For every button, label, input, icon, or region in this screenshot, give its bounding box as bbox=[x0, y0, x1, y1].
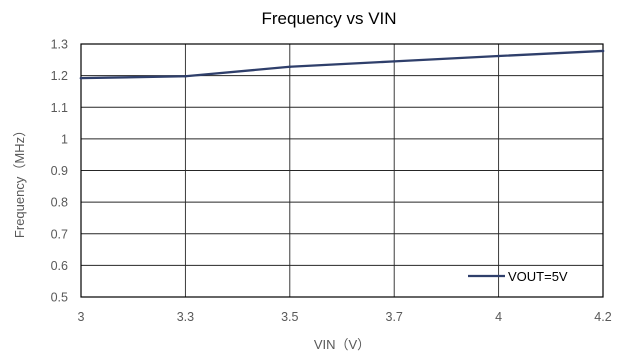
y-tick-label: 1.3 bbox=[51, 38, 68, 52]
plot-border bbox=[80, 43, 604, 298]
x-tick-label: 3.7 bbox=[386, 310, 403, 324]
x-tick-label: 4 bbox=[495, 310, 502, 324]
series-layer bbox=[79, 49, 605, 80]
x-tick-label: 3.5 bbox=[281, 310, 298, 324]
legend: VOUT=5V bbox=[468, 269, 568, 284]
chart-title: Frequency vs VIN bbox=[261, 9, 396, 28]
y-axis-ticks: 0.5 0.6 0.7 0.8 0.9 1 1.1 1.2 1.3 bbox=[51, 38, 68, 305]
data-point bbox=[601, 49, 605, 53]
legend-label: VOUT=5V bbox=[508, 269, 568, 284]
y-tick-label: 1.2 bbox=[51, 69, 68, 83]
y-axis-label: Frequency（MHz） bbox=[12, 124, 27, 238]
grid bbox=[80, 43, 604, 298]
y-tick-label: 0.5 bbox=[51, 291, 68, 305]
data-point bbox=[392, 60, 396, 63]
data-point bbox=[497, 54, 500, 58]
x-axis-ticks: 3 3.3 3.5 3.7 4 4.2 bbox=[78, 310, 612, 324]
data-point bbox=[184, 74, 187, 78]
data-point bbox=[288, 65, 292, 69]
y-tick-label: 0.8 bbox=[51, 196, 68, 210]
y-tick-label: 0.9 bbox=[51, 164, 68, 178]
x-tick-label: 3 bbox=[78, 310, 85, 324]
x-tick-label: 3.3 bbox=[177, 310, 194, 324]
y-tick-label: 0.6 bbox=[51, 259, 68, 273]
y-tick-label: 1.1 bbox=[51, 101, 68, 115]
x-axis-label: VIN（V） bbox=[314, 337, 370, 352]
y-tick-label: 0.7 bbox=[51, 227, 68, 241]
x-tick-label: 4.2 bbox=[594, 310, 611, 324]
y-tick-label: 1 bbox=[61, 132, 68, 146]
plot-area bbox=[80, 43, 604, 298]
data-point bbox=[79, 76, 83, 80]
series-line bbox=[79, 49, 605, 80]
